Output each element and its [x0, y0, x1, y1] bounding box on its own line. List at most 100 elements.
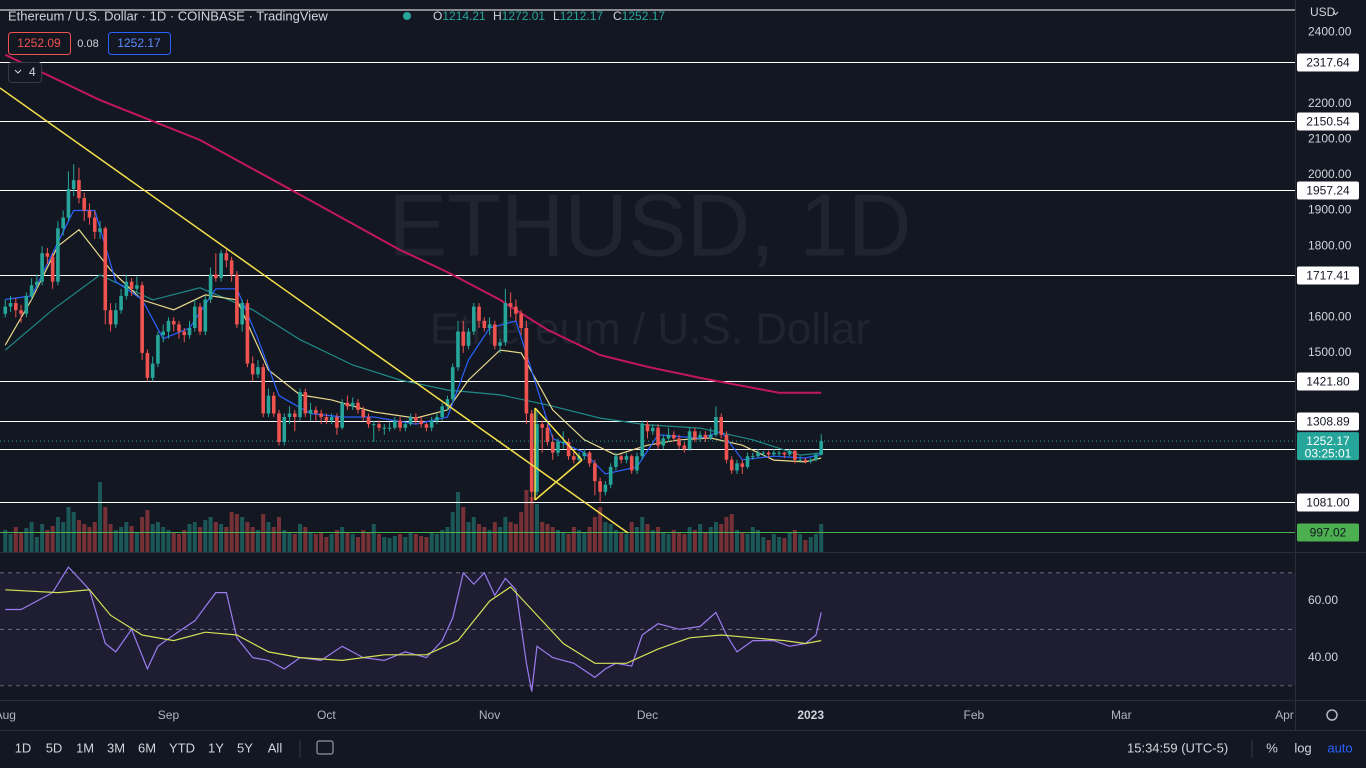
- axes: 2317.64 2150.54 1957.24 1717.41 1421.80 1308.…: [0, 25, 1359, 722]
- volume-bar: [745, 534, 750, 552]
- volume-bar: [382, 537, 387, 552]
- candle-body: [224, 253, 229, 261]
- candle-body: [45, 253, 50, 257]
- last-price-label: 1252.17: [1306, 434, 1350, 448]
- volume-bar: [245, 522, 250, 552]
- volume-bar: [803, 540, 808, 552]
- candle-body: [50, 256, 55, 282]
- candle-body: [729, 459, 734, 471]
- candle-body: [598, 481, 602, 492]
- indicators-toggle[interactable]: [8, 62, 42, 83]
- candle-body: [693, 431, 697, 439]
- scale-option[interactable]: %: [1266, 740, 1278, 755]
- candle-body: [393, 420, 397, 428]
- range-button[interactable]: All: [268, 740, 283, 755]
- candle-body: [103, 228, 108, 311]
- scale-option[interactable]: log: [1294, 740, 1311, 755]
- volume-bar: [424, 537, 429, 552]
- level-label-box: [1297, 266, 1359, 285]
- candle-body: [382, 427, 387, 429]
- volume-bar: [129, 526, 134, 552]
- candle-body: [308, 409, 313, 414]
- volume-bar: [698, 524, 703, 552]
- volume-bar: [740, 532, 745, 552]
- volume-bar: [703, 532, 708, 552]
- bid-box[interactable]: [8, 32, 71, 55]
- trendline: [0, 87, 629, 534]
- candle-body: [782, 452, 787, 455]
- compare-icon[interactable]: [316, 740, 334, 755]
- symbol-title: Ethereum / U.S. Dollar · 1D · COINBASE ·…: [8, 8, 328, 23]
- volume-bar: [361, 530, 366, 552]
- candle-body: [377, 424, 381, 428]
- volume-bar: [371, 524, 376, 552]
- volume-bar: [540, 522, 545, 552]
- range-button[interactable]: YTD: [169, 740, 195, 755]
- candle-body: [298, 392, 302, 418]
- candle-body: [256, 367, 260, 375]
- volume-bar: [771, 534, 776, 552]
- volume-bar: [682, 534, 687, 552]
- volume-bar: [650, 530, 655, 552]
- ohlc-value: 1252.17: [622, 9, 666, 23]
- volume-bar: [329, 534, 334, 552]
- candle-body: [445, 399, 450, 407]
- candle-body: [129, 281, 134, 289]
- range-button[interactable]: 5D: [46, 740, 63, 755]
- level-label-box: [1297, 523, 1359, 542]
- candle-body: [540, 424, 545, 428]
- candle-body: [192, 306, 197, 328]
- volume-bar: [792, 530, 797, 552]
- moving-average: [4, 53, 822, 394]
- volume-bar: [219, 524, 224, 552]
- ask-box[interactable]: [108, 32, 171, 55]
- volume-bar: [303, 527, 308, 552]
- range-button[interactable]: 1Y: [208, 740, 224, 755]
- scale-option[interactable]: auto: [1327, 740, 1352, 755]
- volume-bar: [645, 524, 650, 552]
- volume-bar: [13, 527, 18, 552]
- candle-body: [371, 424, 376, 426]
- toolbar: 1D 5D 1M 3M 6M YTD 1Y 5Y All% log auto: [15, 740, 1353, 755]
- x-tick-label: Aug: [0, 708, 16, 722]
- candle-body: [214, 274, 218, 279]
- candle-body: [303, 392, 308, 414]
- candle-body: [487, 324, 492, 328]
- range-button[interactable]: 3M: [107, 740, 125, 755]
- range-button[interactable]: 1M: [76, 740, 94, 755]
- candle-body: [335, 417, 339, 428]
- volume-bar: [3, 530, 8, 552]
- range-button[interactable]: 1D: [15, 740, 32, 755]
- range-button[interactable]: 5Y: [237, 740, 253, 755]
- volume-bar: [813, 534, 818, 552]
- volume-bar: [419, 536, 424, 552]
- volume-bar: [350, 534, 355, 552]
- volume-bar: [508, 522, 513, 552]
- volume-bar: [413, 534, 418, 552]
- volume-bar: [403, 537, 408, 552]
- volume-bar: [634, 527, 639, 552]
- clock[interactable]: 15:34:59 (UTC-5): [1127, 740, 1228, 755]
- candle-body: [29, 285, 34, 296]
- candle-body: [156, 335, 160, 364]
- settings-icon[interactable]: [1326, 709, 1338, 721]
- volume-bar: [103, 507, 108, 552]
- volume-bar: [571, 527, 576, 552]
- volume-bar: [287, 532, 292, 552]
- volume-bar: [471, 517, 476, 552]
- candle-body: [508, 303, 513, 307]
- candle-body: [324, 417, 329, 421]
- volume-bar: [66, 507, 71, 552]
- volume-bar: [340, 527, 345, 552]
- candle-body: [687, 431, 692, 450]
- candle-body: [219, 253, 223, 279]
- volume-bar: [787, 532, 792, 552]
- candle-body: [556, 441, 560, 453]
- candle-body: [787, 450, 792, 455]
- candle-body: [624, 456, 629, 460]
- range-button[interactable]: 6M: [138, 740, 156, 755]
- volume-bar: [319, 532, 324, 552]
- currency[interactable]: USD: [1310, 5, 1336, 19]
- candle-body: [166, 320, 171, 332]
